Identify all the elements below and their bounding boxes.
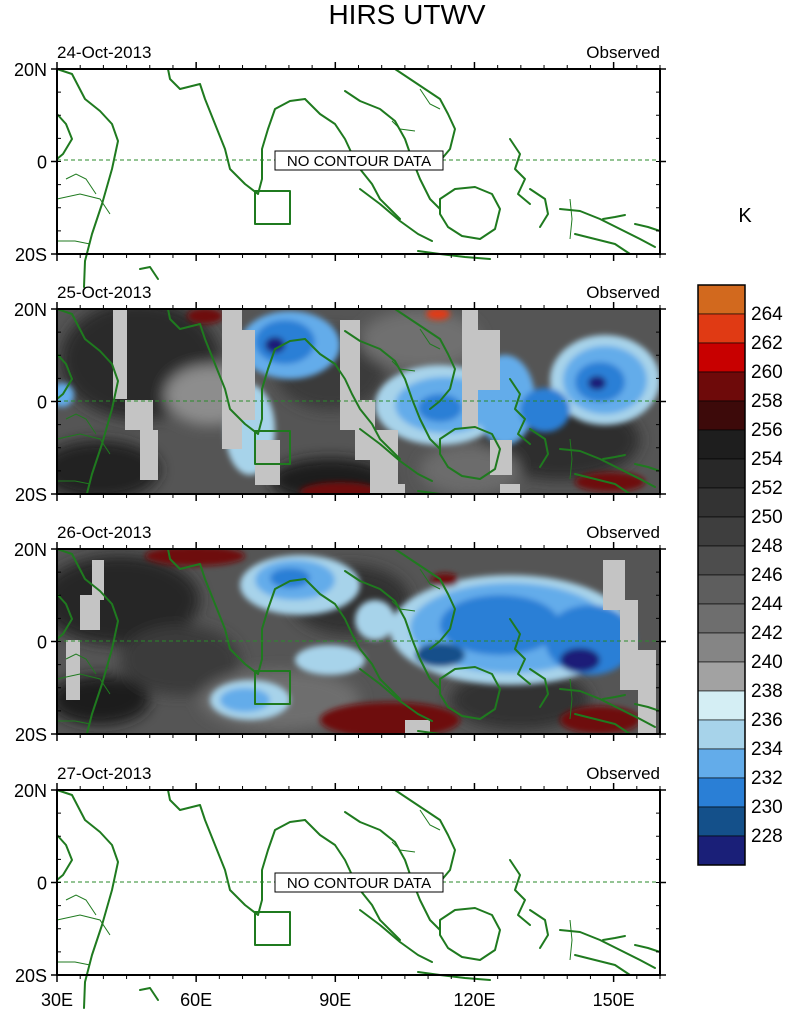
panel-1-no-data-badge: NO CONTOUR DATA xyxy=(274,150,444,171)
colorbar-cell-10 xyxy=(697,574,746,605)
panel-4-message: NO CONTOUR DATA xyxy=(287,875,431,892)
panel-26-oct: 26-Oct-2013 Observed xyxy=(56,523,661,735)
colorbar-units: K xyxy=(738,205,752,227)
y-tick-label-1-1: 0 xyxy=(37,393,47,413)
colorbar-label-246: 246 xyxy=(751,565,783,586)
colorbar-label-262: 262 xyxy=(751,333,783,354)
colorbar-cell-17 xyxy=(697,777,746,808)
axes: 20N 0 20S 20N 0 20S 20N 0 20S 20N 0 20S 30E 60E 90E 120… xyxy=(14,60,666,1010)
colorbar-label-258: 258 xyxy=(751,391,783,412)
panel-25-oct: 25-Oct-2013 Observed xyxy=(56,283,661,495)
colorbar-cell-7 xyxy=(697,487,746,518)
panel-2-date: 25-Oct-2013 xyxy=(57,283,152,302)
colorbar-label-238: 238 xyxy=(751,681,783,702)
colorbar-cell-0 xyxy=(697,284,746,315)
y-tick-label-3-1: 0 xyxy=(37,874,47,894)
colorbar-label-256: 256 xyxy=(751,420,783,441)
y-tick-label-1-0: 20N xyxy=(14,300,47,320)
colorbar-cell-2 xyxy=(697,342,746,373)
colorbar-label-244: 244 xyxy=(751,594,783,615)
colorbar: 264 262 260 258 256 254 252 250 248 246 244 242 240 2… xyxy=(697,284,783,866)
colorbar-cell-12 xyxy=(697,632,746,663)
colorbar-label-232: 232 xyxy=(751,768,783,789)
colorbar-cell-5 xyxy=(697,429,746,460)
panel-3-label: Observed xyxy=(586,523,660,542)
panel-2-label: Observed xyxy=(586,283,660,302)
x-tick-label-0: 30E xyxy=(41,990,73,1010)
colorbar-label-260: 260 xyxy=(751,362,783,383)
panel-1-date: 24-Oct-2013 xyxy=(57,43,152,62)
y-tick-label-3-0: 20N xyxy=(14,781,47,801)
colorbar-cell-1 xyxy=(697,313,746,344)
colorbar-cell-9 xyxy=(697,545,746,576)
colorbar-cell-11 xyxy=(697,603,746,634)
y-tick-label-0-0: 20N xyxy=(14,60,47,80)
panel-2-field xyxy=(57,309,660,494)
colorbar-label-254: 254 xyxy=(751,449,783,470)
y-tick-label-2-0: 20N xyxy=(14,540,47,560)
y-tick-label-2-1: 0 xyxy=(37,633,47,653)
colorbar-frame xyxy=(697,284,746,866)
colorbar-cell-16 xyxy=(697,748,746,779)
panel-1-message: NO CONTOUR DATA xyxy=(287,153,431,170)
colorbar-cell-6 xyxy=(697,458,746,489)
y-tick-label-1-2: 20S xyxy=(15,485,47,505)
colorbar-cell-18 xyxy=(697,806,746,837)
colorbar-label-228: 228 xyxy=(751,826,783,847)
colorbar-label-248: 248 xyxy=(751,536,783,557)
colorbar-cell-15 xyxy=(697,719,746,750)
colorbar-cell-3 xyxy=(697,371,746,402)
colorbar-label-236: 236 xyxy=(751,710,783,731)
x-tick-label-3: 120E xyxy=(453,990,495,1010)
colorbar-label-250: 250 xyxy=(751,507,783,528)
panel-3-date: 26-Oct-2013 xyxy=(57,523,152,542)
y-tick-label-0-1: 0 xyxy=(37,153,47,173)
colorbar-cell-13 xyxy=(697,661,746,692)
y-tick-label-2-2: 20S xyxy=(15,725,47,745)
panel-27-oct: 27-Oct-2013 Observed NO CONTOUR DATA xyxy=(56,764,661,1009)
y-tick-label-0-2: 20S xyxy=(15,245,47,265)
panel-4-label: Observed xyxy=(586,764,660,783)
colorbar-label-234: 234 xyxy=(751,739,783,760)
x-tick-label-1: 60E xyxy=(180,990,212,1010)
colorbar-label-240: 240 xyxy=(751,652,783,673)
figure-title: HIRS UTWV xyxy=(328,0,485,30)
colorbar-label-252: 252 xyxy=(751,478,783,499)
colorbar-cell-8 xyxy=(697,516,746,547)
panel-1-label: Observed xyxy=(586,43,660,62)
panel-4-no-data-badge: NO CONTOUR DATA xyxy=(274,872,444,893)
colorbar-cell-14 xyxy=(697,690,746,721)
x-tick-label-2: 90E xyxy=(319,990,351,1010)
colorbar-label-242: 242 xyxy=(751,623,783,644)
colorbar-cell-4 xyxy=(697,400,746,431)
x-tick-label-4: 150E xyxy=(593,990,635,1010)
colorbar-label-264: 264 xyxy=(751,304,783,325)
colorbar-cell-19 xyxy=(697,835,746,866)
panel-24-oct: 24-Oct-2013 Observed NO CONTOUR DATA xyxy=(56,43,661,288)
y-tick-label-3-2: 20S xyxy=(15,966,47,986)
panel-4-date: 27-Oct-2013 xyxy=(57,764,152,783)
colorbar-label-230: 230 xyxy=(751,797,783,818)
